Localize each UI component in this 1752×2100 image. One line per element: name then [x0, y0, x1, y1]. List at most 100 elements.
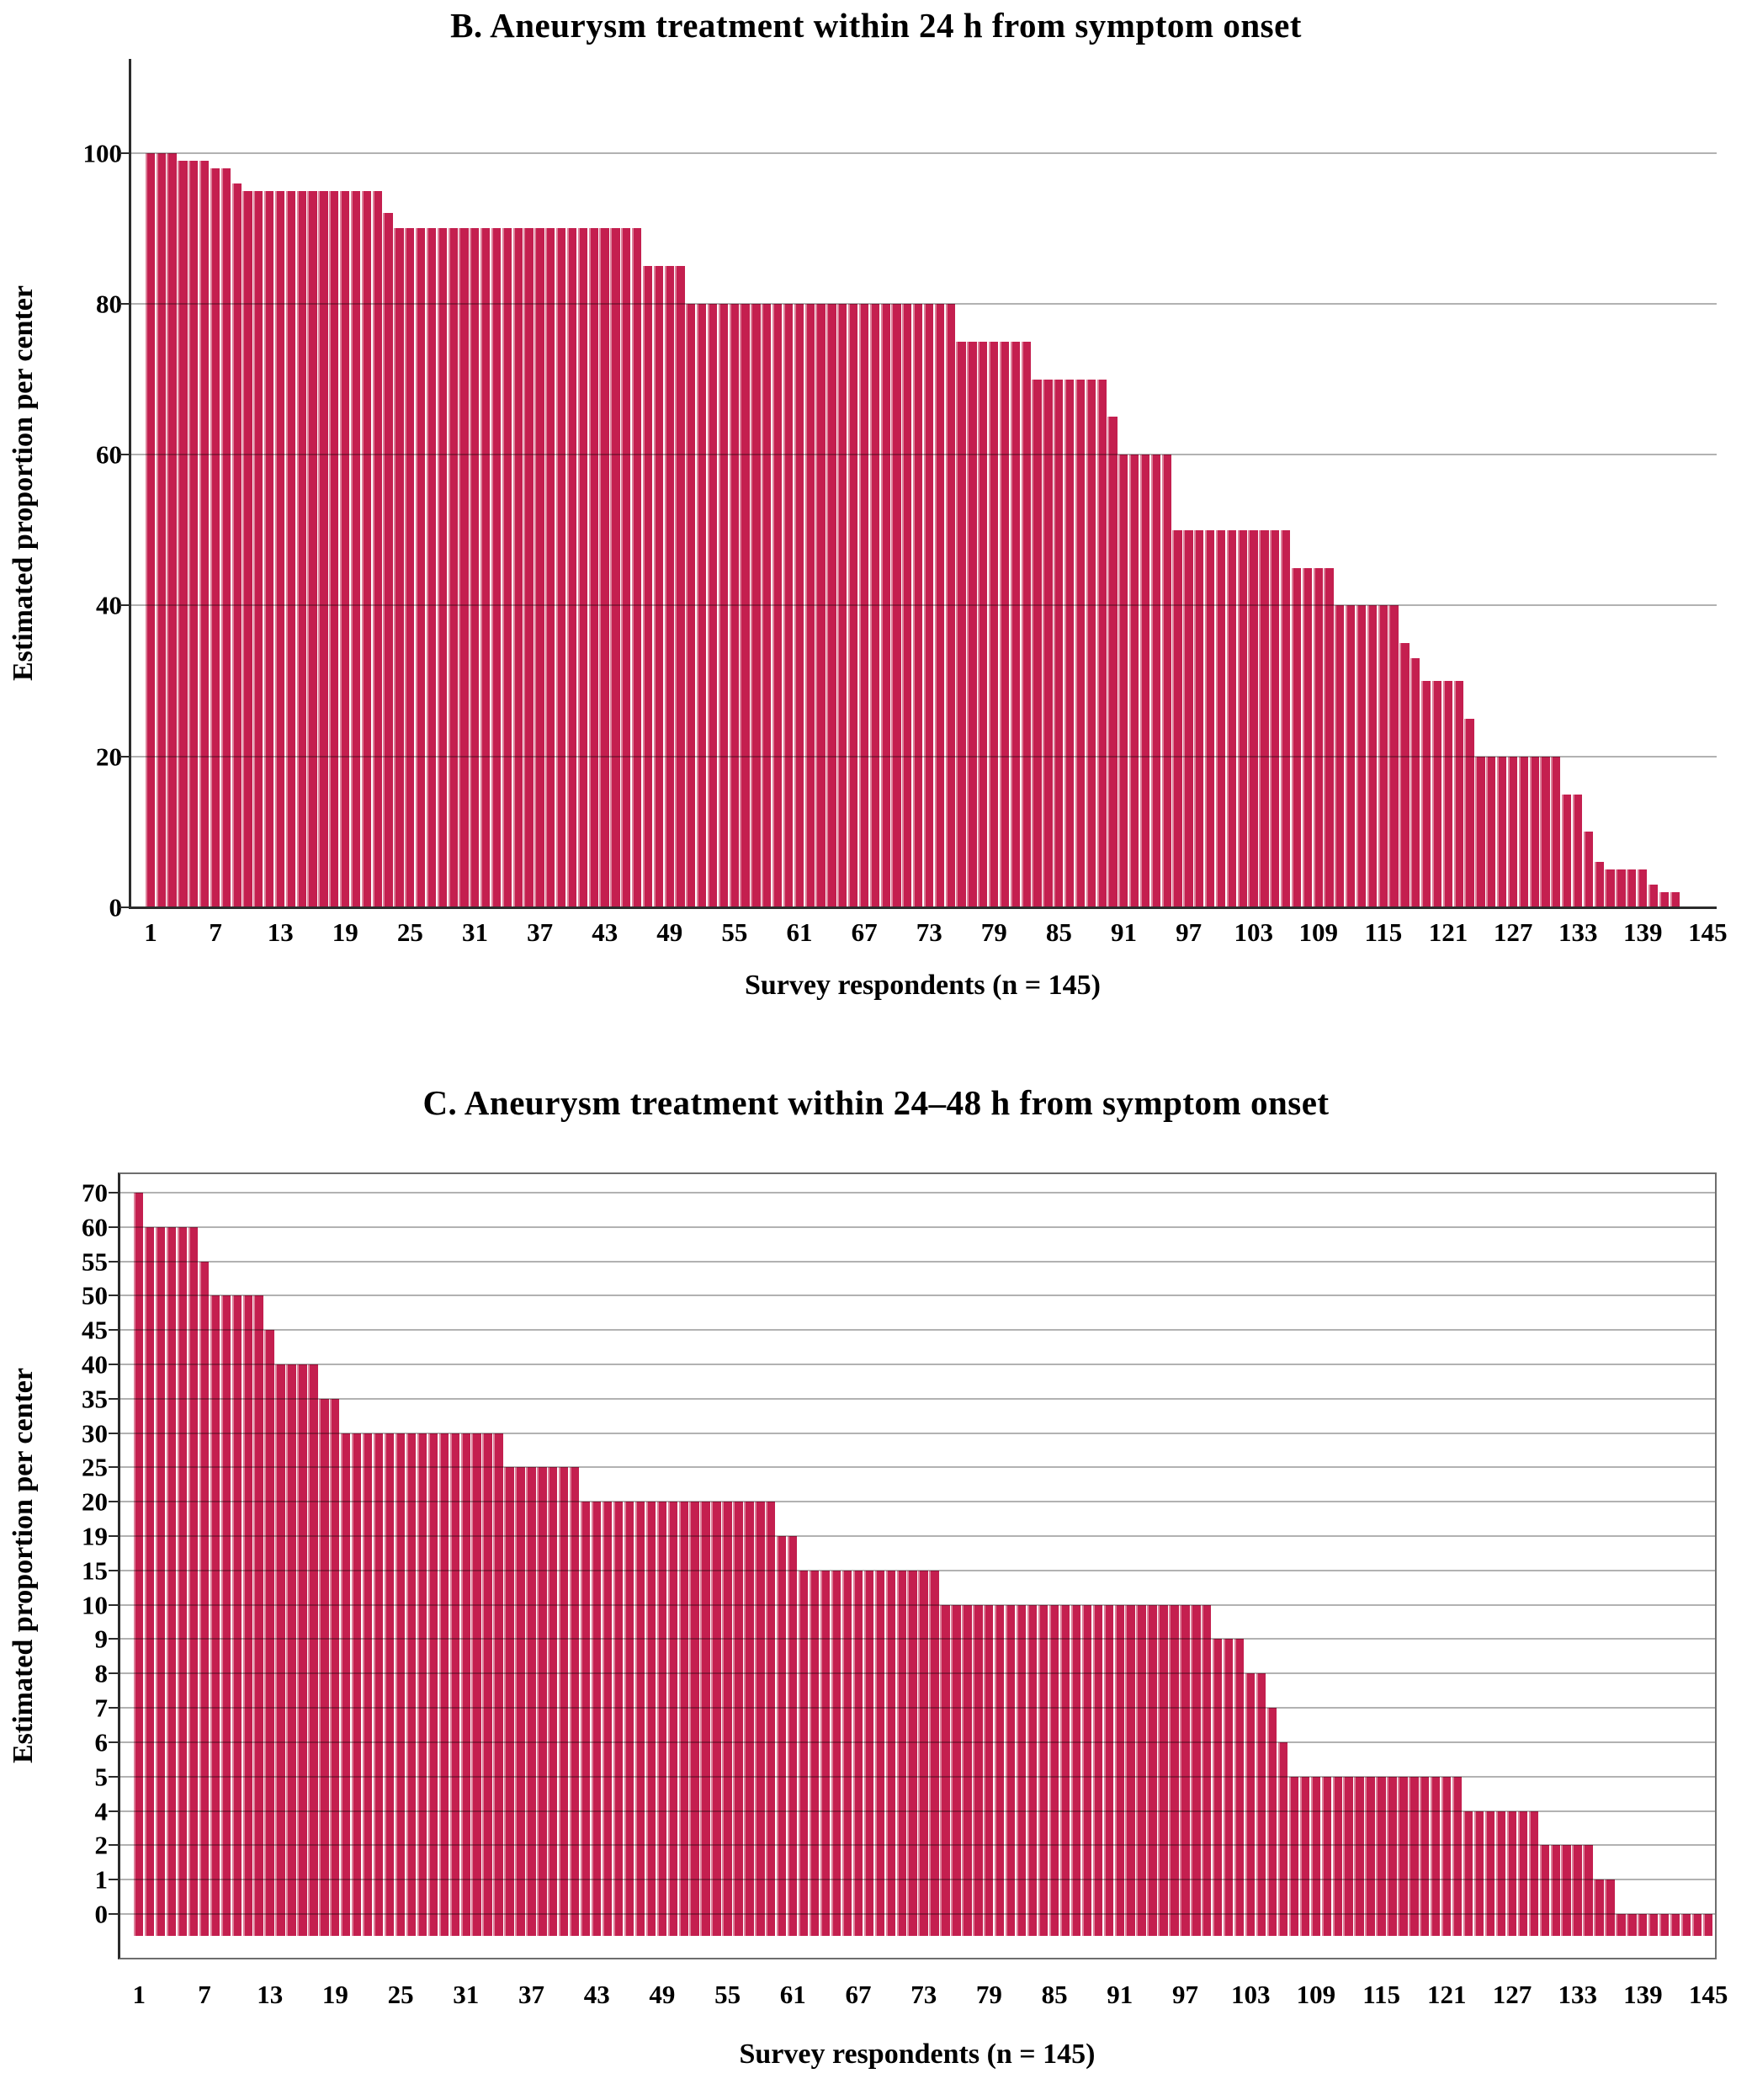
bar: [1387, 1776, 1397, 1936]
x-tick-label: 37: [527, 917, 554, 947]
x-tick-label: 31: [462, 917, 488, 947]
bar: [318, 190, 328, 907]
bar: [913, 303, 923, 907]
x-tick-label: 115: [1362, 1980, 1400, 2009]
x-tick-label: 67: [851, 917, 878, 947]
x-tick-label: 43: [592, 917, 619, 947]
bar: [1277, 1741, 1288, 1936]
x-tick-label: 121: [1427, 1980, 1467, 2009]
bar: [1648, 885, 1659, 907]
bar: [504, 1467, 514, 1936]
bar: [653, 266, 663, 907]
gridline: [118, 1672, 1717, 1675]
bar: [1420, 1776, 1430, 1936]
x-tick-label: 145: [1688, 917, 1728, 947]
chart-c-title: C. Aneurysm treatment within 24–48 h fro…: [422, 1083, 1330, 1122]
bar: [1118, 455, 1128, 907]
x-tick-label: 49: [649, 1980, 676, 2009]
y-tick-label: 25: [82, 1452, 108, 1482]
y-tick-mark: [109, 1260, 118, 1263]
x-tick-label: 1: [132, 1980, 146, 2009]
bar: [308, 1364, 318, 1936]
bar: [1226, 529, 1236, 907]
x-tick-label: 19: [332, 917, 358, 947]
y-tick-label: 70: [82, 1178, 108, 1208]
y-tick-label: 40: [96, 590, 122, 620]
bar: [1441, 1776, 1452, 1936]
bar: [1517, 1810, 1528, 1936]
bar: [1484, 1810, 1495, 1936]
bar: [1194, 529, 1204, 907]
bar: [837, 303, 847, 907]
bar: [794, 303, 804, 907]
x-tick-label: 127: [1492, 1980, 1532, 2009]
bar: [1627, 869, 1637, 907]
bar: [804, 303, 815, 907]
y-tick-mark: [109, 1569, 118, 1571]
bar: [1010, 341, 1020, 907]
y-tick-mark: [109, 1638, 118, 1640]
plot-border-box: [118, 1172, 1717, 1959]
bar: [1321, 1776, 1331, 1936]
y-tick-mark: [109, 1295, 118, 1297]
bar: [188, 1226, 199, 1936]
bar: [869, 303, 879, 907]
bar: [1114, 1604, 1124, 1936]
bar: [1486, 756, 1496, 907]
bar: [1594, 1879, 1604, 1936]
bar: [534, 228, 544, 907]
x-tick-label: 37: [518, 1980, 544, 2009]
bar: [1551, 756, 1561, 907]
x-tick-label: 67: [845, 1980, 872, 2009]
bar: [885, 1570, 895, 1936]
gridline: [118, 1501, 1717, 1503]
bar: [1245, 1673, 1256, 1936]
y-tick-mark: [119, 302, 129, 305]
y-tick-label: 7: [94, 1693, 109, 1723]
bar: [1215, 529, 1226, 907]
bar: [155, 1226, 166, 1936]
bar: [1237, 529, 1247, 907]
bar: [199, 160, 210, 907]
bar: [1158, 1604, 1168, 1936]
bar: [1648, 1914, 1659, 1936]
bar: [1616, 869, 1626, 907]
chart-c-x-axis-label: Survey respondents (n = 145): [739, 2039, 1096, 2070]
bar: [1136, 1604, 1146, 1936]
bar: [1572, 794, 1583, 907]
y-tick-label: 60: [96, 439, 122, 470]
y-tick-mark: [109, 1225, 118, 1228]
bar: [1288, 1776, 1299, 1936]
bar: [1605, 869, 1615, 907]
bar: [329, 190, 339, 907]
bar: [934, 303, 945, 907]
x-tick-label: 85: [1045, 917, 1072, 947]
chart-b-y-axis-label: Estimated proportion per center: [8, 285, 39, 681]
bar: [556, 228, 566, 907]
bar: [656, 1502, 666, 1936]
bar: [1507, 756, 1518, 907]
bar: [427, 1433, 438, 1936]
bar: [545, 228, 555, 907]
gridline: [118, 1535, 1717, 1538]
bar: [1702, 1914, 1713, 1936]
bar: [1670, 1914, 1680, 1936]
bar: [438, 1433, 449, 1936]
y-tick-label: 2: [94, 1830, 109, 1860]
bar: [588, 228, 598, 907]
bar: [621, 228, 631, 907]
bar: [1259, 529, 1269, 907]
y-tick-label: 6: [94, 1727, 109, 1757]
bar: [891, 303, 901, 907]
bar: [1016, 1604, 1027, 1936]
x-tick-label: 73: [916, 917, 942, 947]
bar: [1638, 1914, 1648, 1936]
bar: [285, 190, 296, 907]
bar: [831, 1570, 841, 1936]
bar: [1562, 794, 1572, 907]
gridline: [118, 1329, 1717, 1332]
bar: [1324, 567, 1334, 907]
gridline: [118, 1775, 1717, 1778]
bar: [700, 1502, 710, 1936]
bar: [1096, 379, 1107, 907]
